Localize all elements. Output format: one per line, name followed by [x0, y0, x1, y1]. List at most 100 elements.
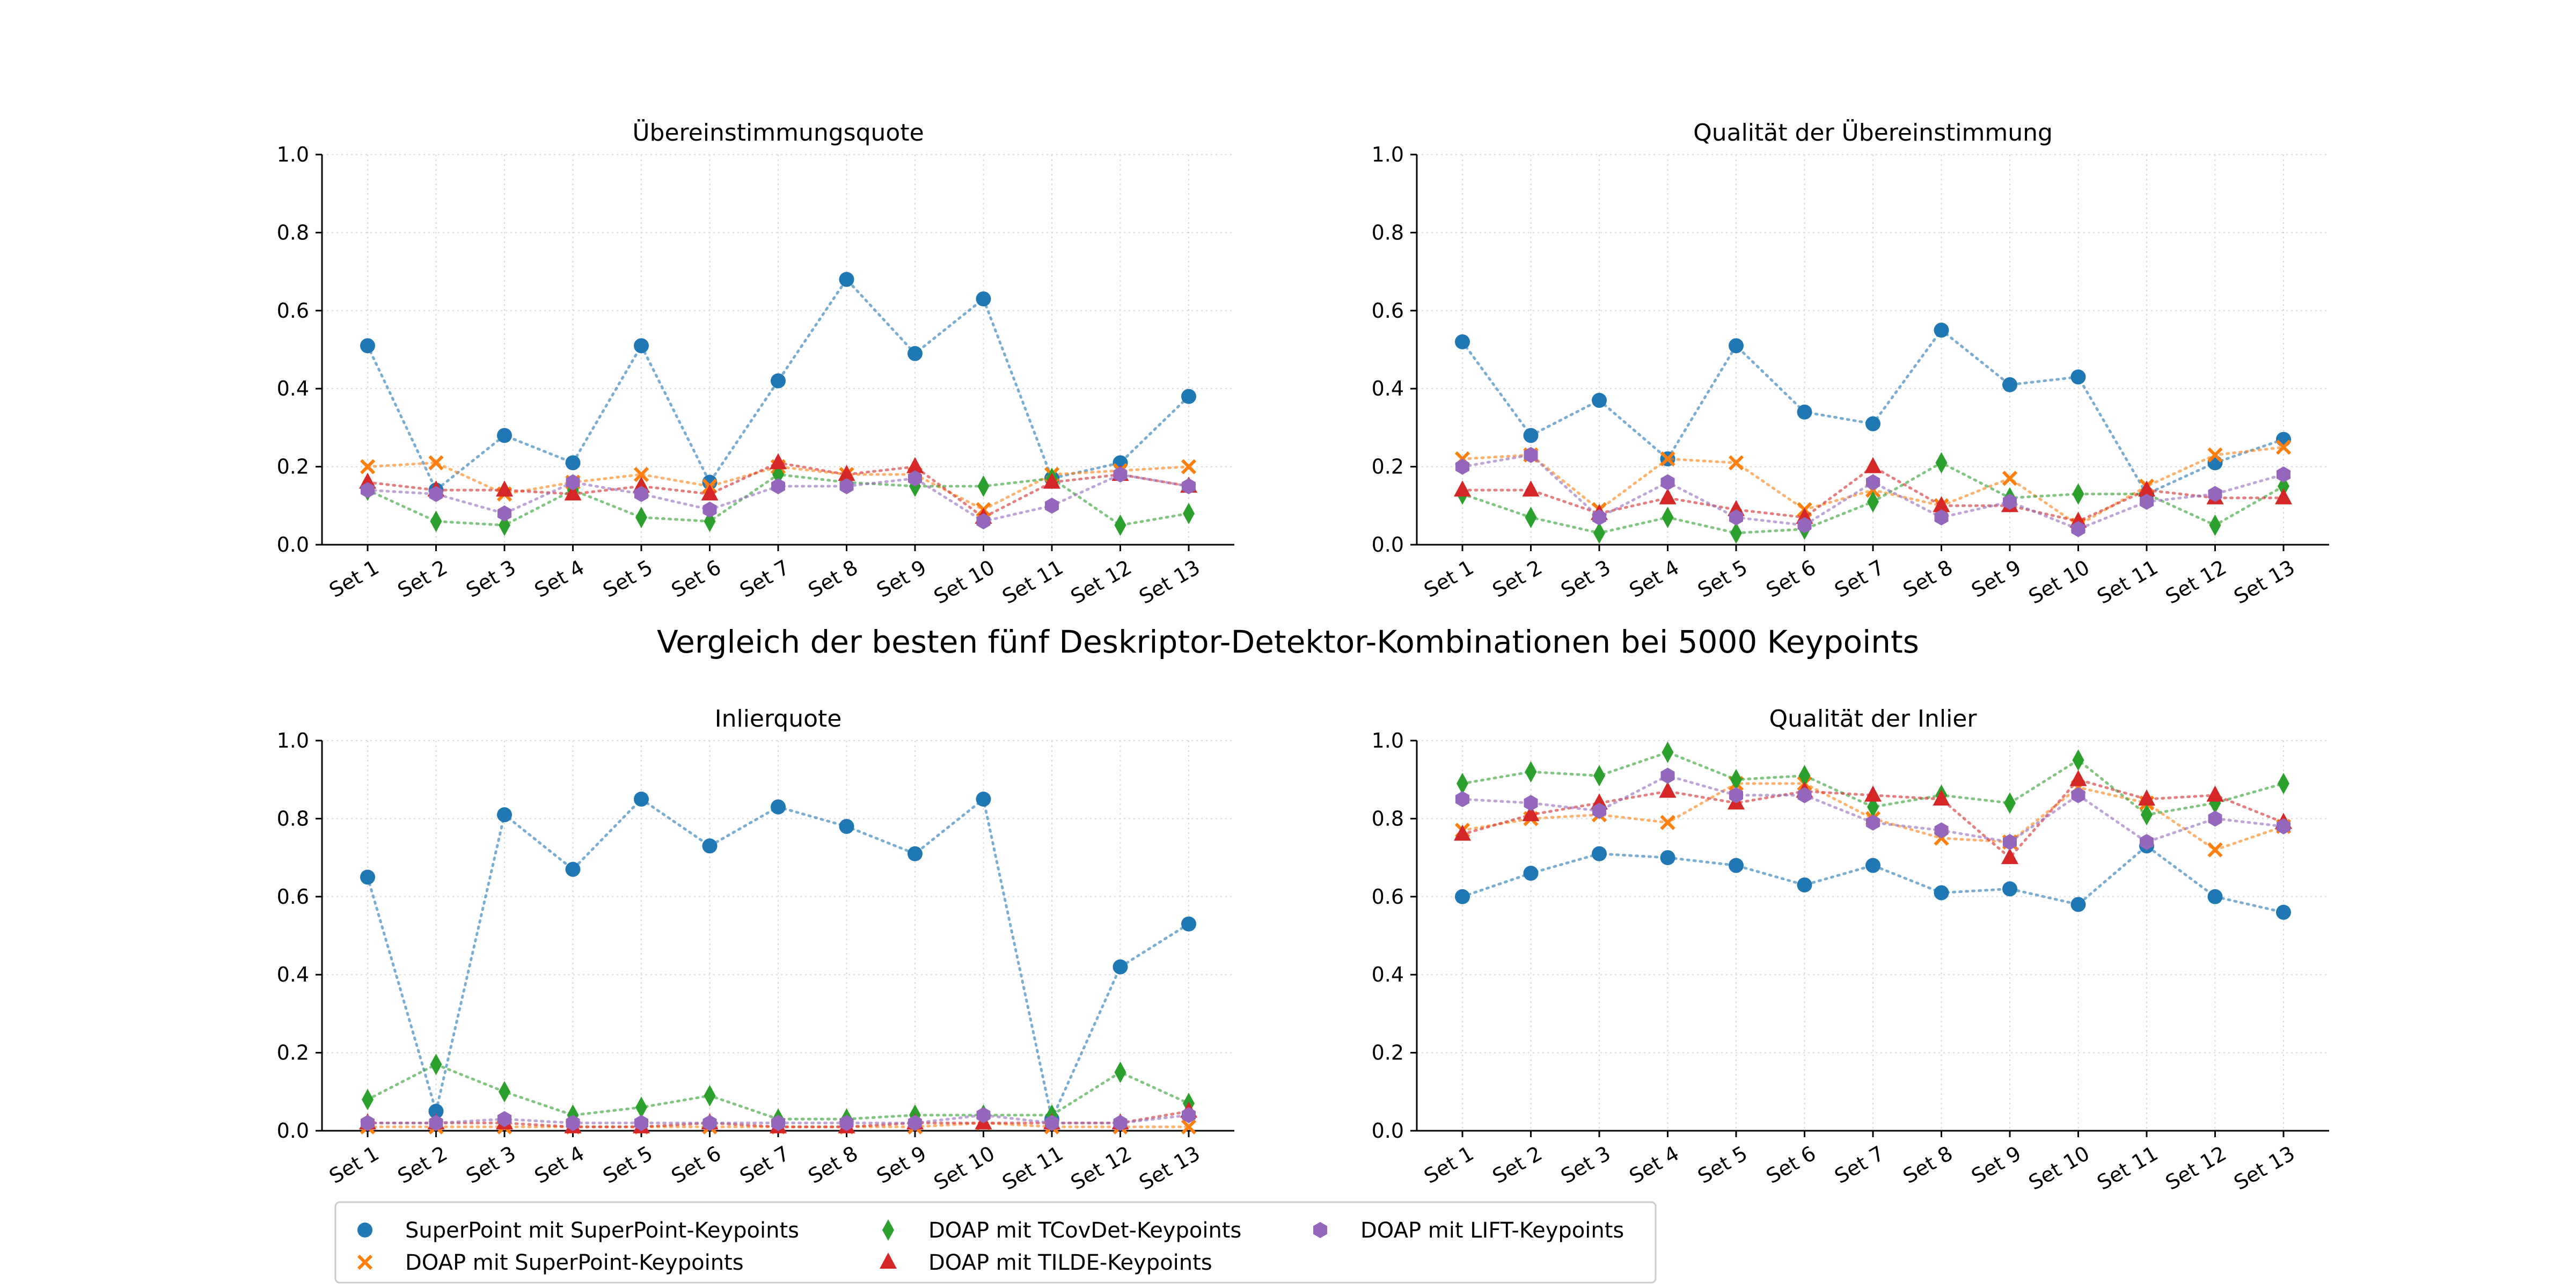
data-point: [839, 272, 854, 287]
data-point: [1659, 488, 1677, 504]
data-point: [634, 486, 648, 502]
data-point: [1728, 455, 1744, 471]
data-point: [497, 1111, 511, 1128]
data-point: [430, 510, 442, 532]
data-point: [2141, 804, 2153, 826]
data-point: [2002, 377, 2017, 392]
data-point: [702, 501, 717, 518]
data-point: [564, 484, 582, 501]
y-tick-label: 0.4: [1372, 963, 1404, 986]
data-point: [1043, 472, 1060, 489]
legend-label: DOAP mit TILDE-Keypoints: [928, 1250, 1212, 1275]
data-point: [771, 1115, 785, 1131]
data-point: [361, 1115, 375, 1131]
data-point: [1524, 447, 1538, 463]
data-point: [1114, 514, 1126, 536]
data-point: [1182, 1107, 1196, 1123]
data-point: [1182, 478, 1196, 494]
data-point: [2001, 848, 2018, 865]
legend: SuperPoint mit SuperPoint-Keypoints DOAP …: [334, 1201, 1657, 1284]
data-point: [1660, 451, 1675, 467]
data-point: [1181, 459, 1197, 474]
data-point: [1455, 889, 1470, 904]
y-tick-label: 1.0: [277, 143, 309, 166]
y-tick-label: 0.0: [1372, 1119, 1404, 1143]
data-point: [770, 453, 787, 470]
data-point: [1181, 1119, 1197, 1135]
data-point: [361, 482, 375, 499]
data-point: [429, 1115, 443, 1131]
data-point: [1455, 334, 1470, 349]
subplot-title: Qualität der Übereinstimmung: [1693, 119, 2053, 147]
data-point: [1522, 805, 1540, 822]
data-point: [430, 1053, 442, 1075]
y-tick-label: 0.2: [277, 455, 309, 479]
data-point: [2275, 488, 2292, 504]
data-point: [1660, 474, 1675, 491]
y-tick-label: 0.4: [277, 377, 309, 400]
data-point: [976, 792, 991, 807]
data-point: [702, 1115, 717, 1131]
data-point: [2070, 369, 2086, 385]
y-tick-label: 0.6: [1372, 885, 1404, 909]
data-point: [634, 338, 649, 354]
data-point: [2138, 480, 2155, 497]
data-point: [1934, 885, 1949, 901]
data-point: [2275, 440, 2292, 455]
data-point: [908, 846, 923, 861]
series-doap-tcovdet: [1457, 741, 2289, 826]
data-point: [908, 1115, 922, 1131]
data-point: [2002, 471, 2018, 486]
data-point: [360, 459, 376, 474]
data-point: [634, 1115, 648, 1131]
subplot-title: Übereinstimmungsquote: [632, 119, 924, 147]
y-tick-label: 0.8: [1372, 221, 1404, 244]
data-point: [2278, 475, 2289, 497]
data-point: [635, 507, 647, 529]
data-point: [2003, 834, 2017, 850]
data-point: [1866, 814, 1880, 831]
data-point: [2072, 749, 2084, 771]
y-tick-label: 1.0: [1372, 729, 1404, 752]
data-point: [1045, 1115, 1059, 1131]
data-point: [1933, 789, 1950, 806]
data-point: [1592, 509, 1606, 526]
data-point: [2071, 521, 2085, 537]
data-point: [499, 1081, 510, 1103]
legend-label: DOAP mit LIFT-Keypoints: [1360, 1218, 1624, 1243]
data-point: [1183, 502, 1195, 524]
data-point: [1525, 507, 1537, 529]
data-point: [2140, 834, 2154, 850]
data-point: [701, 484, 719, 501]
data-point: [1934, 822, 1949, 839]
data-point: [1935, 452, 1948, 474]
legend-marker: [1313, 1222, 1327, 1238]
series-doap-lift: [361, 466, 1196, 530]
legend-label: SuperPoint mit SuperPoint-Keypoints: [405, 1218, 799, 1243]
data-point: [2070, 897, 2086, 912]
data-point: [2277, 466, 2290, 483]
data-point: [2207, 447, 2223, 463]
data-point: [1729, 787, 1743, 803]
data-point: [1660, 767, 1675, 784]
data-point: [1593, 522, 1605, 544]
data-point: [839, 478, 854, 494]
data-point: [2003, 494, 2017, 510]
data-point: [1865, 858, 1880, 873]
legend-item-doap-superpoint: DOAP mit SuperPoint-Keypoints: [357, 1250, 744, 1275]
data-point: [2140, 494, 2154, 510]
data-point: [1660, 815, 1675, 830]
data-point: [1113, 466, 1128, 483]
y-tick-label: 0.4: [1372, 377, 1404, 400]
data-point: [428, 1103, 444, 1119]
data-point: [1525, 761, 1537, 783]
y-tick-label: 0.2: [1372, 455, 1404, 479]
data-point: [2138, 789, 2155, 806]
data-point: [908, 346, 923, 361]
y-tick-label: 1.0: [1372, 143, 1404, 166]
subplot-title: Qualität der Inlier: [1769, 705, 1978, 733]
data-point: [2208, 486, 2222, 502]
data-point: [1113, 959, 1128, 975]
data-point: [839, 1115, 854, 1131]
